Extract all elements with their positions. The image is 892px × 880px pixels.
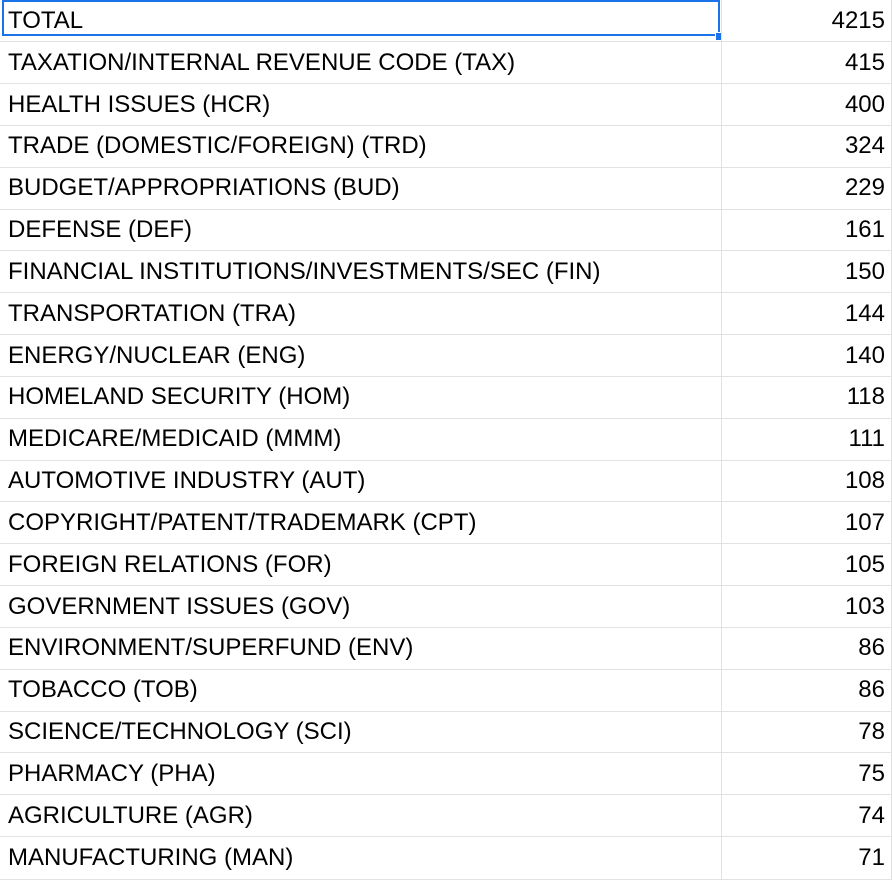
cell-label[interactable]: SCIENCE/TECHNOLOGY (SCI): [0, 711, 722, 754]
cell-label[interactable]: TAXATION/INTERNAL REVENUE CODE (TAX): [0, 41, 722, 85]
table-row: TOTAL 4215: [0, 0, 892, 43]
cell-value[interactable]: 74: [721, 794, 892, 838]
cell-value[interactable]: 111: [721, 418, 892, 461]
cell-label[interactable]: HEALTH ISSUES (HCR): [0, 83, 722, 126]
cell-value[interactable]: 229: [721, 167, 892, 210]
cell-label[interactable]: BUDGET/APPROPRIATIONS (BUD): [0, 167, 722, 210]
cell-value[interactable]: 86: [721, 669, 892, 712]
cell-value[interactable]: 78: [721, 711, 892, 754]
cell-label[interactable]: AGRICULTURE (AGR): [0, 794, 722, 838]
cell-label[interactable]: FINANCIAL INSTITUTIONS/INVESTMENTS/SEC (…: [0, 250, 722, 294]
cell-label[interactable]: GOVERNMENT ISSUES (GOV): [0, 585, 722, 628]
cell-label[interactable]: TRADE (DOMESTIC/FOREIGN) (TRD): [0, 125, 722, 168]
table-row: MANUFACTURING (MAN) 71: [0, 836, 892, 880]
cell-label[interactable]: TRANSPORTATION (TRA): [0, 292, 722, 336]
cell-label[interactable]: PHARMACY (PHA): [0, 752, 722, 796]
cell-label[interactable]: TOTAL: [0, 0, 722, 43]
table-row: TRANSPORTATION (TRA) 144: [0, 292, 892, 336]
table-row: FOREIGN RELATIONS (FOR) 105: [0, 543, 892, 587]
table-row: FINANCIAL INSTITUTIONS/INVESTMENTS/SEC (…: [0, 250, 892, 294]
table-row: AGRICULTURE (AGR) 74: [0, 794, 892, 838]
table-row: TAXATION/INTERNAL REVENUE CODE (TAX) 415: [0, 41, 892, 85]
cell-label[interactable]: HOMELAND SECURITY (HOM): [0, 376, 722, 419]
table-row: HOMELAND SECURITY (HOM) 118: [0, 376, 892, 419]
cell-value[interactable]: 400: [721, 83, 892, 126]
cell-value[interactable]: 150: [721, 250, 892, 294]
cell-text: TOTAL: [8, 6, 84, 34]
table-row: AUTOMOTIVE INDUSTRY (AUT) 108: [0, 460, 892, 503]
cell-label[interactable]: ENERGY/NUCLEAR (ENG): [0, 334, 722, 377]
cell-value[interactable]: 108: [721, 460, 892, 503]
cell-value[interactable]: 144: [721, 292, 892, 336]
cell-value[interactable]: 105: [721, 543, 892, 587]
cell-label[interactable]: MEDICARE/MEDICAID (MMM): [0, 418, 722, 461]
table-row: ENERGY/NUCLEAR (ENG) 140: [0, 334, 892, 377]
cell-label[interactable]: FOREIGN RELATIONS (FOR): [0, 543, 722, 587]
table-row: ENVIRONMENT/SUPERFUND (ENV) 86: [0, 627, 892, 670]
cell-selection-border: [2, 0, 720, 36]
cell-value[interactable]: 4215: [721, 0, 892, 43]
cell-value[interactable]: 415: [721, 41, 892, 85]
cell-label[interactable]: TOBACCO (TOB): [0, 669, 722, 712]
table-row: TRADE (DOMESTIC/FOREIGN) (TRD) 324: [0, 125, 892, 168]
cell-value[interactable]: 86: [721, 627, 892, 670]
cell-value[interactable]: 103: [721, 585, 892, 628]
cell-label[interactable]: DEFENSE (DEF): [0, 209, 722, 252]
cell-label[interactable]: AUTOMOTIVE INDUSTRY (AUT): [0, 460, 722, 503]
cell-label[interactable]: COPYRIGHT/PATENT/TRADEMARK (CPT): [0, 501, 722, 545]
cell-value[interactable]: 71: [721, 836, 892, 880]
cell-label[interactable]: MANUFACTURING (MAN): [0, 836, 722, 880]
table-row: GOVERNMENT ISSUES (GOV) 103: [0, 585, 892, 628]
table-row: TOBACCO (TOB) 86: [0, 669, 892, 712]
cell-value[interactable]: 75: [721, 752, 892, 796]
cell-value[interactable]: 118: [721, 376, 892, 419]
table-row: PHARMACY (PHA) 75: [0, 752, 892, 796]
table-row: BUDGET/APPROPRIATIONS (BUD) 229: [0, 167, 892, 210]
cell-value[interactable]: 107: [721, 501, 892, 545]
table-row: COPYRIGHT/PATENT/TRADEMARK (CPT) 107: [0, 501, 892, 545]
table-row: DEFENSE (DEF) 161: [0, 209, 892, 252]
table-row: HEALTH ISSUES (HCR) 400: [0, 83, 892, 126]
table-row: MEDICARE/MEDICAID (MMM) 111: [0, 418, 892, 461]
fill-handle[interactable]: [715, 32, 720, 41]
cell-label[interactable]: ENVIRONMENT/SUPERFUND (ENV): [0, 627, 722, 670]
cell-value[interactable]: 324: [721, 125, 892, 168]
cell-value[interactable]: 140: [721, 334, 892, 377]
table-row: SCIENCE/TECHNOLOGY (SCI) 78: [0, 711, 892, 754]
cell-value[interactable]: 161: [721, 209, 892, 252]
